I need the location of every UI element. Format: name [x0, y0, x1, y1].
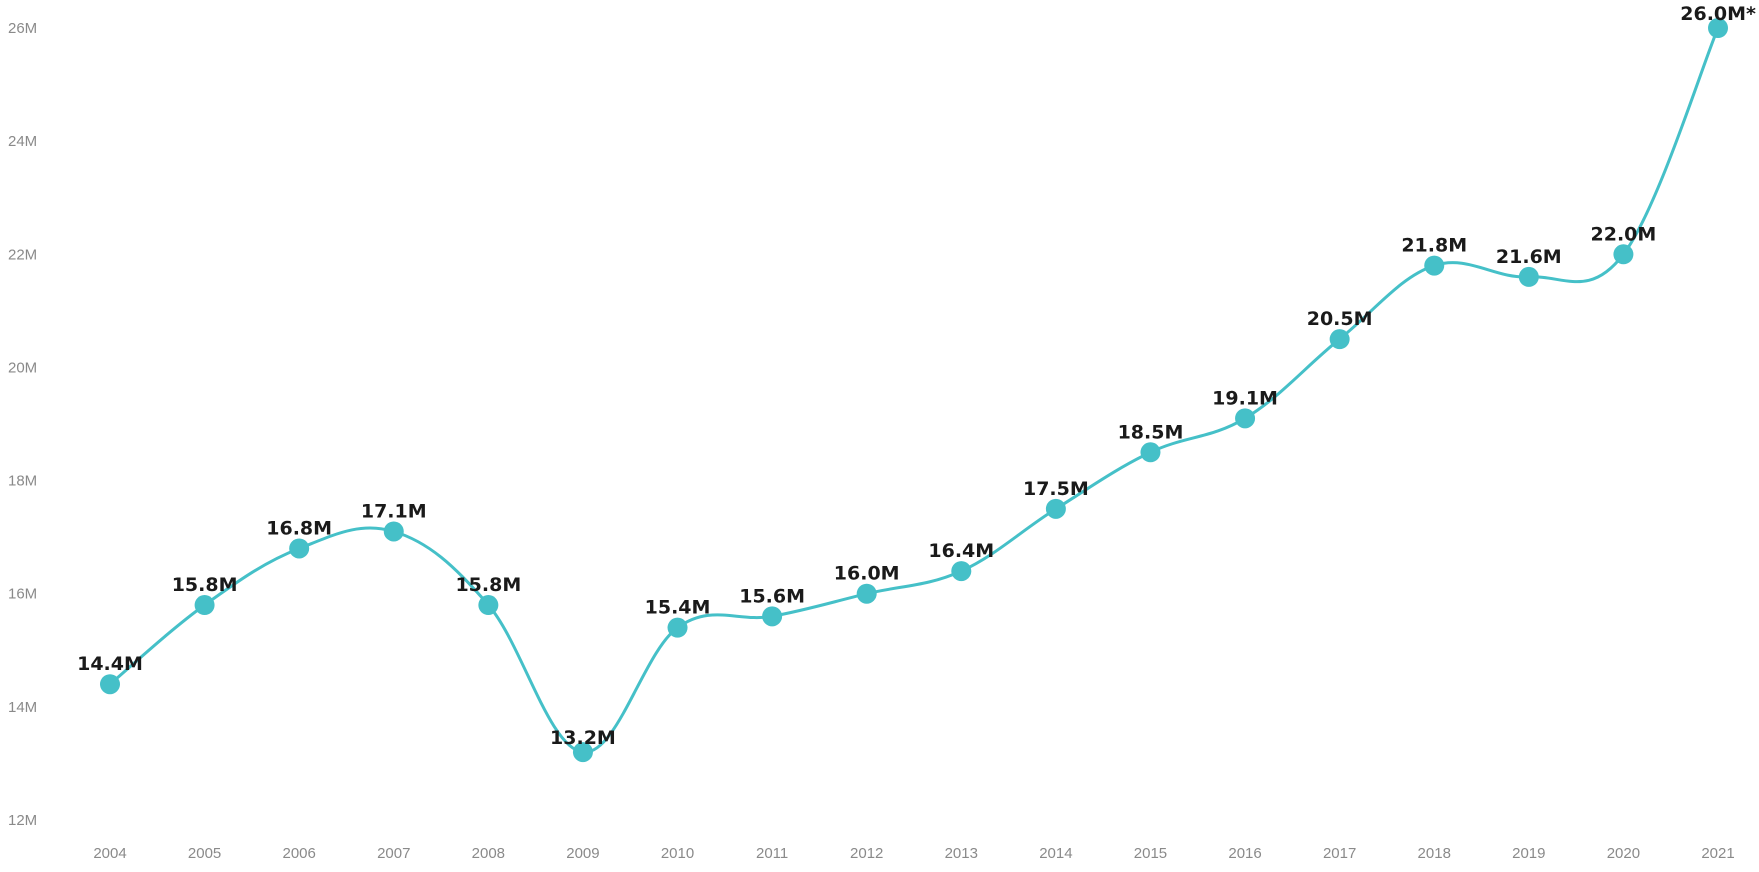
data-point [762, 606, 783, 627]
data-label: 13.2M [550, 727, 616, 749]
x-tick-label: 2017 [1323, 845, 1356, 862]
x-tick-label: 2004 [93, 845, 126, 862]
data-markers [100, 18, 1728, 763]
y-tick-label: 14M [8, 699, 37, 716]
x-tick-label: 2009 [566, 845, 599, 862]
x-axis-ticks: 2004 2005 2006 2007 2008 2009 2010 2011 2012 2013… [93, 845, 1734, 862]
data-label: 14.4M [77, 653, 143, 675]
series-line [109, 27, 1720, 754]
data-point [100, 674, 120, 695]
data-label: 20.5M [1307, 308, 1373, 330]
x-tick-label: 2006 [282, 845, 315, 862]
x-tick-label: 2011 [756, 845, 788, 862]
data-point [572, 742, 593, 763]
data-point [1329, 329, 1350, 350]
x-tick-label: 2013 [945, 845, 978, 862]
data-point [383, 521, 404, 542]
data-point [1613, 244, 1634, 265]
y-tick-label: 22M [8, 246, 37, 263]
y-tick-label: 20M [8, 359, 37, 376]
data-point [1140, 442, 1161, 463]
x-tick-label: 2010 [661, 845, 694, 862]
data-point [1045, 498, 1066, 519]
data-point [1235, 408, 1256, 429]
y-axis-ticks: 12M 14M 16M 18M 20M 22M 24M 26M [8, 20, 37, 829]
data-point [951, 561, 972, 582]
data-label: 18.5M [1118, 421, 1184, 443]
data-label: 22.0M [1591, 223, 1657, 245]
y-tick-label: 16M [8, 586, 37, 603]
data-label: 17.1M [361, 500, 427, 522]
data-label: 15.6M [739, 585, 805, 607]
y-tick-label: 18M [8, 473, 37, 490]
x-tick-label: 2012 [850, 845, 883, 862]
x-tick-label: 2020 [1607, 845, 1640, 862]
data-label: 21.8M [1401, 235, 1467, 257]
y-tick-label: 12M [8, 812, 37, 829]
x-tick-label: 2018 [1418, 845, 1451, 862]
data-labels: 14.4M 15.8M 16.8M 17.1M 15.8M 13.2M 15.4M 15.6M… [77, 3, 1756, 749]
data-label: 15.4M [645, 597, 711, 619]
x-tick-label: 2008 [472, 845, 505, 862]
data-label: 16.0M [834, 563, 900, 585]
data-point [1708, 18, 1728, 38]
x-tick-label: 2007 [377, 845, 410, 862]
x-tick-label: 2021 [1701, 845, 1734, 862]
data-point [856, 583, 877, 604]
x-tick-label: 2016 [1228, 845, 1261, 862]
x-tick-label: 2005 [188, 845, 221, 862]
x-tick-label: 2015 [1134, 845, 1167, 862]
data-label: 16.4M [928, 540, 994, 562]
data-label: 21.6M [1496, 246, 1562, 268]
data-point [194, 595, 215, 616]
data-point [478, 595, 499, 616]
data-point [667, 617, 688, 638]
data-label: 16.8M [266, 517, 332, 539]
data-point [289, 538, 310, 559]
data-label: 26.0M* [1680, 3, 1756, 25]
data-label: 17.5M [1023, 478, 1089, 500]
data-label: 15.8M [455, 574, 521, 596]
data-label: 15.8M [172, 574, 238, 596]
data-point [1424, 255, 1445, 276]
x-tick-label: 2014 [1039, 845, 1072, 862]
data-label: 19.1M [1212, 387, 1278, 409]
y-tick-label: 24M [8, 133, 37, 150]
x-tick-label: 2019 [1512, 845, 1545, 862]
y-tick-label: 26M [8, 20, 37, 37]
data-point [1518, 266, 1539, 287]
